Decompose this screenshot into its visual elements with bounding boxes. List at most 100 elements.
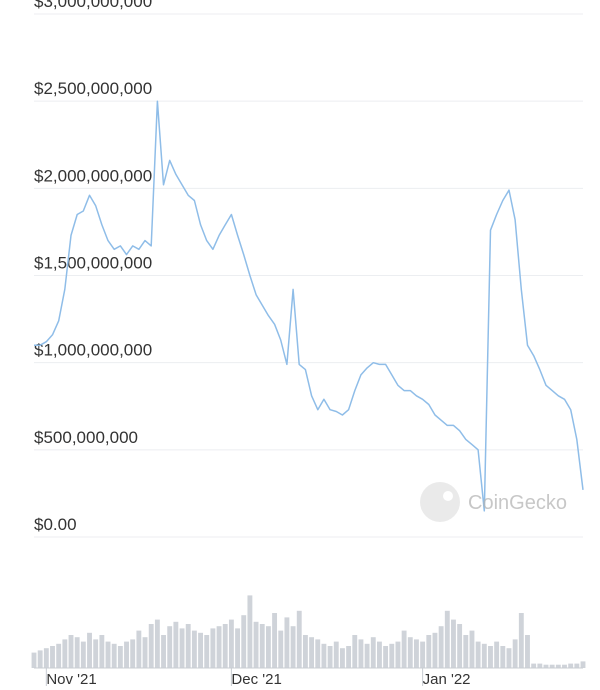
volume-bar (210, 628, 216, 668)
volume-bar (222, 624, 228, 668)
volume-bar (549, 664, 555, 668)
volume-bar (574, 663, 580, 668)
volume-bar (420, 641, 426, 668)
volume-bar (191, 630, 197, 668)
volume-bar (537, 663, 543, 668)
logo (420, 482, 460, 522)
volume-bar (321, 643, 327, 668)
volume-bar (154, 619, 160, 668)
volume-bar (74, 637, 80, 668)
volume-bar (407, 637, 413, 668)
volume-bar (333, 641, 339, 668)
volume-bar (488, 646, 493, 668)
volume-bar (327, 646, 333, 668)
price-line (34, 100, 584, 512)
volume-bar (161, 635, 166, 668)
volume-bar (296, 610, 302, 668)
volume-bar (117, 646, 123, 668)
volume-bar (272, 613, 278, 668)
y-tick-label: $2,000,000,000 (34, 166, 152, 185)
watermark-text: CoinGecko (468, 492, 567, 514)
volume-bar (167, 626, 173, 668)
volume-bar (562, 664, 567, 668)
volume-bar (426, 635, 432, 668)
volume-bar (130, 639, 136, 668)
volume-bar (136, 630, 142, 668)
volume-bar (284, 617, 290, 668)
volume-bar (518, 613, 524, 668)
volume-bar (438, 626, 444, 668)
volume-bar (247, 595, 253, 668)
volume-bar (457, 624, 463, 668)
volume-bar (543, 664, 549, 668)
x-tick-label: Dec '21 (231, 671, 281, 688)
volume-bar (469, 630, 475, 668)
volume-bar (555, 664, 561, 668)
volume-bar (401, 630, 407, 668)
volume-bar (68, 635, 74, 668)
volume-bar (142, 637, 148, 668)
volume-bar (241, 615, 247, 668)
volume-bar (80, 641, 86, 668)
volume-bar (580, 661, 586, 668)
volume-bar (414, 639, 419, 668)
volume-bar (339, 648, 345, 668)
volume-bar (506, 648, 512, 668)
volume-bar (99, 635, 105, 668)
volume-bar (525, 635, 530, 668)
x-tick-label: Nov '21 (46, 671, 96, 688)
volume-bar (204, 635, 210, 668)
volume-bar (62, 639, 68, 668)
volume-bar (173, 621, 179, 668)
volume-bar (148, 624, 154, 668)
volume-bar (364, 643, 370, 668)
volume-bar (124, 641, 129, 668)
plot: $0.00 $500,000,000 $1,000,000,000 $1,500,00… (31, 0, 586, 688)
volume-bar (111, 643, 117, 668)
volume-bar (352, 635, 358, 668)
y-tick-label: $1,000,000,000 (34, 341, 152, 360)
volume-bar (500, 646, 506, 668)
watermark: CoinGecko (420, 482, 567, 522)
volume-bar (37, 650, 43, 668)
x-tick-label: Jan '22 (423, 671, 471, 688)
volume-bar (235, 628, 241, 668)
y-tick-label: $1,500,000,000 (34, 254, 152, 273)
volume-bar (358, 639, 364, 668)
y-tick-label: $500,000,000 (34, 428, 138, 447)
volume-bar (290, 626, 296, 668)
volume-bar (56, 643, 62, 668)
volume-bar (253, 621, 259, 668)
volume-bar (346, 646, 352, 668)
volume-bar (315, 639, 321, 668)
volume-bar (451, 619, 456, 668)
volume-bar (198, 632, 203, 668)
volume-bar (259, 624, 265, 668)
volume-bar (395, 641, 401, 668)
volume-bar (179, 628, 185, 668)
volume-bar (376, 641, 382, 668)
volume-bar (389, 643, 395, 668)
volume-bar (93, 639, 99, 668)
volume-bar (216, 626, 222, 668)
volume-bar (383, 646, 389, 668)
volume-bar (50, 646, 55, 668)
volume-bar (432, 632, 438, 668)
volume-bar (309, 637, 315, 668)
volume-bar (494, 641, 500, 668)
volume-bar (43, 648, 49, 668)
y-tick-label: $2,500,000,000 (34, 79, 152, 98)
volume-bar (31, 652, 37, 668)
volume-bar (463, 635, 469, 668)
y-tick-label: $3,000,000,000 (34, 0, 152, 11)
volume-bar (87, 632, 92, 668)
volume-bar (512, 639, 518, 668)
volume-bar (185, 624, 191, 668)
volume-bar (481, 643, 487, 668)
volume-bar (370, 637, 376, 668)
volume-bar (302, 635, 308, 668)
volume-bar (531, 663, 537, 668)
volume-bar (228, 619, 234, 668)
volume-bar (475, 641, 481, 668)
